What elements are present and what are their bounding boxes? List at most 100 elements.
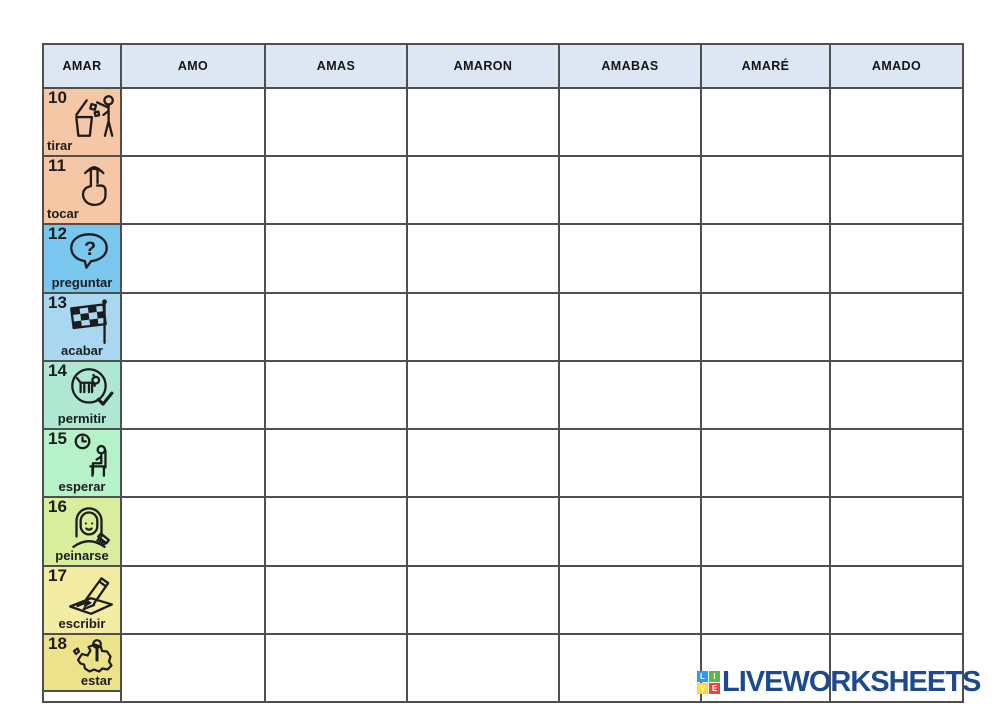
answer-cell[interactable] [406,155,560,226]
answer-cell[interactable] [829,291,964,362]
answer-cell[interactable] [406,223,560,294]
answer-cell[interactable] [120,564,266,635]
answer-cell[interactable] [558,155,702,226]
answer-cell[interactable] [264,428,408,499]
answer-cell[interactable] [700,155,831,226]
answer-cell[interactable] [829,564,964,635]
verb-block: 17 escribir [45,565,119,632]
answer-cell[interactable] [829,632,964,704]
answer-cell[interactable] [829,359,964,431]
answer-cell[interactable] [120,86,266,158]
verb-block: 10 tirar [45,90,119,155]
answer-cell[interactable] [264,564,408,635]
answer-cell[interactable] [120,428,266,499]
answer-cell[interactable] [120,496,266,567]
answer-cell[interactable] [700,564,831,635]
answer-cell[interactable] [264,155,408,226]
verb-number: 13 [48,292,67,312]
dog-allowed-icon [65,364,115,414]
verb-label: esperar [58,479,106,495]
write-pencil-icon [66,569,116,619]
answer-cell[interactable] [406,359,560,431]
verb-label: preguntar [51,274,113,290]
verb-cell-tirar: 10 tirar [42,86,122,158]
table-row: 15 esperar [42,428,964,499]
column-header-amabas: AMABAS [558,43,702,89]
liveworksheets-logo[interactable]: L I V E LIVEWORKSHEETS [697,668,981,697]
answer-cell[interactable] [829,223,964,294]
verb-block: 11 tocar [45,156,119,223]
verb-number: 11 [48,156,66,176]
answer-cell[interactable] [558,428,702,499]
answer-cell[interactable] [120,359,266,431]
answer-cell[interactable] [700,291,831,362]
answer-cell[interactable] [829,86,964,158]
answer-cell[interactable] [406,428,560,499]
verb-cell-permitir: 14 permitir [42,359,122,431]
table-row: 11 tocar [42,155,964,226]
column-header-amas: AMAS [264,43,408,89]
answer-cell[interactable] [264,291,408,362]
verb-number: 15 [48,429,67,449]
answer-cell[interactable] [829,496,964,567]
answer-cell[interactable] [406,291,560,362]
answer-cell[interactable] [700,359,831,431]
answer-cell[interactable] [120,155,266,226]
wait-clock-icon [69,432,119,482]
verb-cell-escribir: 17 escribir [42,564,122,635]
answer-cell[interactable] [829,155,964,226]
column-header-amar: AMAR [42,43,122,89]
answer-cell[interactable] [264,632,408,704]
verb-label: tirar [47,138,73,154]
logo-square-e: E [709,683,720,694]
verb-number: 17 [48,565,67,585]
throw-trash-icon [69,91,119,141]
answer-cell[interactable] [700,223,831,294]
logo-square-i: I [709,671,720,682]
answer-cell[interactable] [120,223,266,294]
answer-cell[interactable] [700,496,831,567]
answer-cell[interactable] [264,496,408,567]
column-header-amo: AMO [120,43,266,89]
verb-label: estar [80,673,112,688]
answer-cell[interactable] [700,86,831,158]
answer-cell[interactable] [264,359,408,431]
answer-cell[interactable] [558,564,702,635]
verb-block: 12 ? preguntar [45,224,119,291]
answer-cell[interactable] [700,428,831,499]
answer-cell[interactable] [120,291,266,362]
answer-cell[interactable] [264,223,408,294]
verb-number: 12 [48,224,67,244]
logo-square-v: V [697,683,708,694]
comb-hair-icon [64,500,114,550]
answer-cell[interactable] [406,632,560,704]
verb-number: 14 [48,360,67,380]
answer-cell[interactable] [406,496,560,567]
answer-cell[interactable] [558,223,702,294]
table-row: 16 [42,496,964,567]
answer-cell[interactable] [829,428,964,499]
verb-block: 13 [45,292,119,359]
answer-cell[interactable] [700,632,831,704]
header-row: AMAR AMO AMAS AMARON AMABAS AMARÉ AMADO [42,43,964,89]
verb-cell-estar: 18 estar [42,632,122,704]
table-row: 14 permitir [42,359,964,431]
answer-cell[interactable] [264,86,408,158]
answer-cell[interactable] [406,564,560,635]
column-header-amaron: AMARON [406,43,560,89]
answer-cell[interactable] [558,86,702,158]
verb-label: tocar [47,206,79,222]
answer-cell[interactable] [558,291,702,362]
svg-text:?: ? [84,239,96,261]
verb-cell-esperar: 15 esperar [42,428,122,499]
answer-cell[interactable] [558,359,702,431]
answer-cell[interactable] [558,496,702,567]
answer-cell[interactable] [558,632,702,704]
answer-cell[interactable] [406,86,560,158]
verb-block: 14 permitir [45,360,119,428]
checkered-flag-icon [66,296,116,346]
table-row: 12 ? preguntar [42,223,964,294]
verb-block: 16 [45,499,119,564]
answer-cell[interactable] [120,632,266,704]
